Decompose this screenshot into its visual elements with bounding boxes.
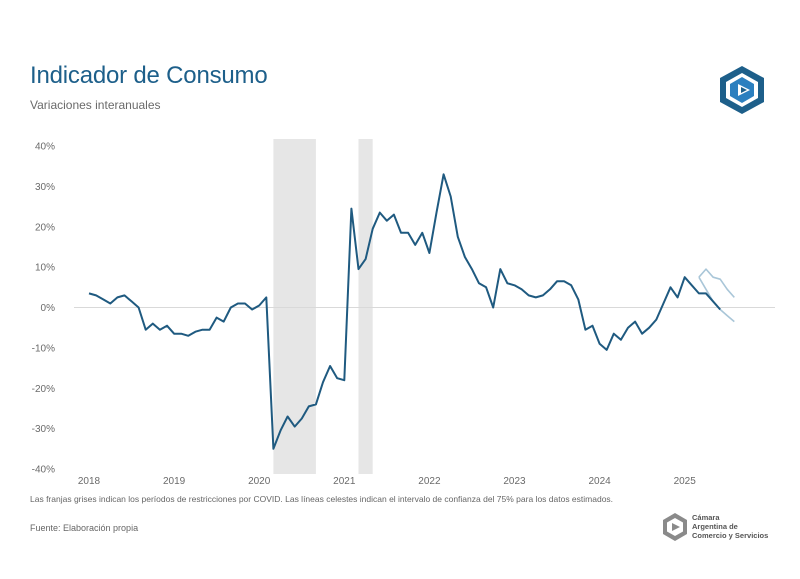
- chart-subtitle: Variaciones interanuales: [30, 98, 161, 112]
- x-tick-label: 2020: [248, 476, 271, 487]
- x-tick-label: 2022: [418, 476, 441, 487]
- cac-hexagon-logo-icon: [720, 66, 764, 114]
- ci-lower-line: [698, 276, 735, 323]
- source-text: Fuente: Elaboración propia: [30, 523, 139, 533]
- brand-line-2: Argentina de: [692, 522, 738, 531]
- x-tick-label: 2023: [503, 476, 526, 487]
- brand-line-1: Cámara: [692, 513, 720, 522]
- footnote: Las franjas grises indican los períodos …: [30, 494, 614, 504]
- x-tick-label: 2019: [163, 476, 186, 487]
- x-tick-label: 2025: [674, 476, 697, 487]
- y-tick-label: 30%: [35, 182, 55, 193]
- x-tick-label: 2021: [333, 476, 356, 487]
- y-tick-label: 10%: [35, 263, 55, 274]
- x-tick-label: 2024: [588, 476, 611, 487]
- y-tick-label: -30%: [32, 424, 55, 435]
- chart-title: Indicador de Consumo: [30, 62, 268, 89]
- y-tick-label: 20%: [35, 222, 55, 233]
- y-tick-label: -40%: [32, 465, 55, 476]
- covid-band-2: [358, 139, 373, 474]
- y-tick-label: -10%: [32, 343, 55, 354]
- line-chart: 40% 30% 20% 10% 0% -10% -20% -30% -40% 2018 2019 2…: [32, 139, 775, 487]
- y-tick-label: 40%: [35, 142, 55, 153]
- brand-name: Cámara Argentina de Comercio y Servicios: [692, 513, 768, 540]
- series-line-main: [88, 173, 721, 450]
- ci-upper-line: [698, 268, 735, 298]
- cac-brand-logo-icon: [663, 513, 687, 541]
- covid-band-1: [273, 139, 316, 474]
- y-tick-label: -20%: [32, 384, 55, 395]
- x-tick-label: 2018: [78, 476, 101, 487]
- brand-line-3: Comercio y Servicios: [692, 531, 769, 540]
- y-tick-label: 0%: [41, 303, 56, 314]
